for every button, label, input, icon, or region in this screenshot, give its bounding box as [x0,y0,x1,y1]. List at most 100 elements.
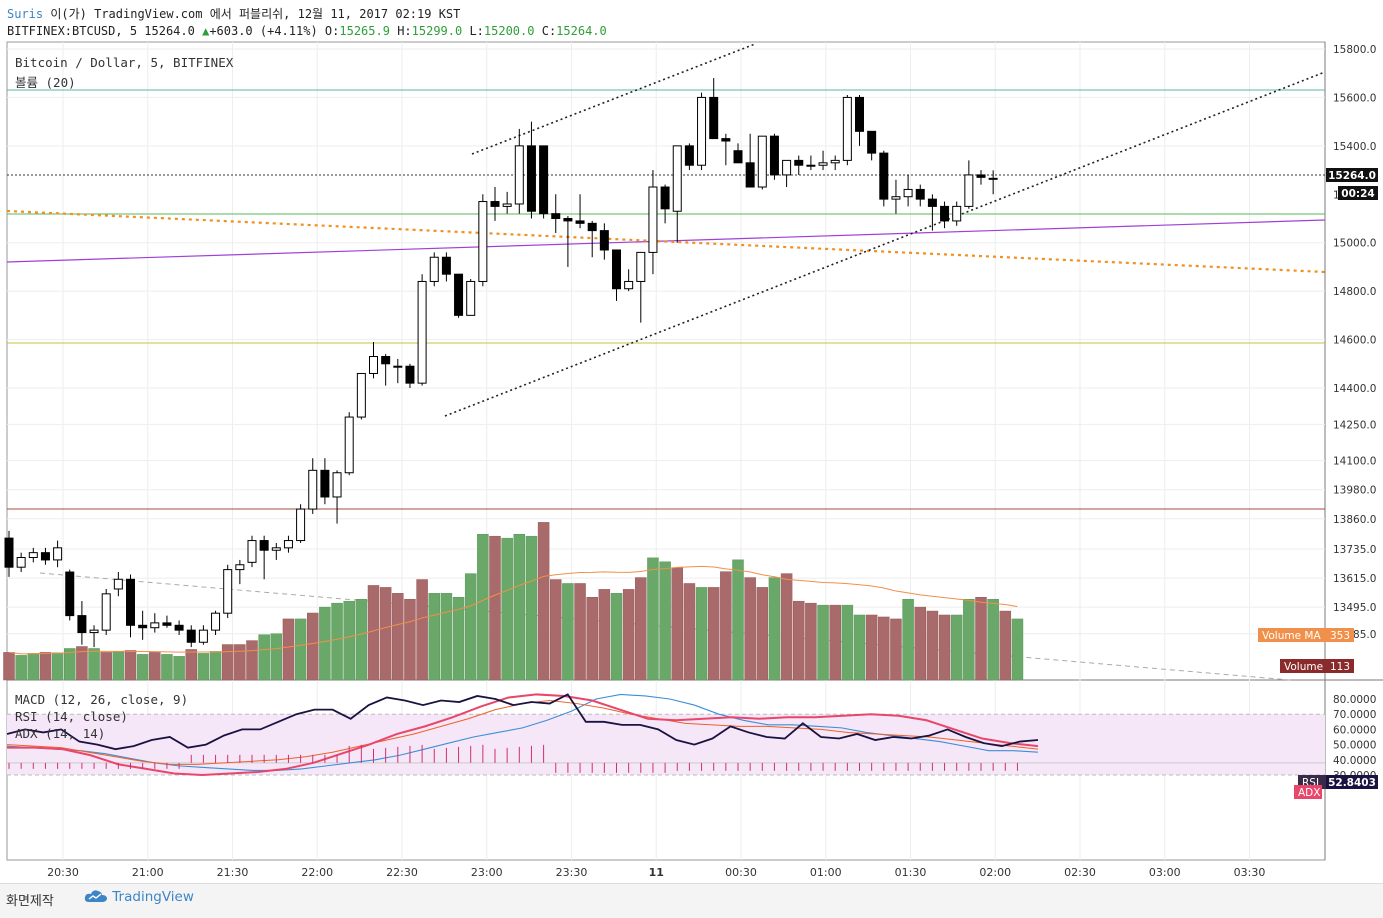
change-arrow-icon: ▲ [202,24,210,38]
candle-body [113,578,123,590]
candle-body [733,150,743,164]
candle-body [842,96,852,161]
volume-bar [379,587,392,681]
volume-bar [707,587,720,681]
candle-body [417,280,427,384]
volume-bar [817,604,829,681]
candle-body [636,251,646,282]
candle-body [855,96,864,132]
rsi-legend: RSI (14, close) [15,709,128,724]
time-tick-label: 22:30 [386,866,418,879]
volume-bar [683,583,696,681]
volume-bar [489,535,501,681]
candle-body [138,624,148,629]
price-tick-label: 13615.0 [1333,573,1376,585]
candle-body [77,615,87,634]
time-tick-label: 03:00 [1149,866,1181,879]
volume-bar [659,561,671,681]
symbol-label: BITFINEX:BTCUSD, 5 15264.0 [7,24,195,38]
countdown-tag-bg [1338,186,1378,200]
rsi-band [7,714,1325,775]
volume-bar [695,587,708,681]
close-label: C: [541,24,557,38]
candle-body [4,537,14,568]
volume-bar [464,573,477,681]
price-tick-label: 15400.0 [1333,141,1376,153]
volume-trendline [39,572,1291,681]
volume-bar [39,652,52,681]
volume-bar [878,616,890,681]
price-tick-label: 13735.0 [1333,544,1376,556]
volume-bar [27,653,40,681]
volume-bar [149,652,161,681]
rsi-line [7,693,1039,777]
volume-bar [416,579,428,681]
price-tick-label: 14600.0 [1333,335,1376,347]
price-tick-label: 14100.0 [1333,456,1376,468]
rsi-tag-value: 52.8403 [1328,777,1376,789]
open-value: 15265.9 [339,24,390,38]
countdown-tag: 00:24 [1341,188,1374,200]
candle-body [648,186,658,253]
volume-bar [622,589,635,681]
volume-bar [950,614,963,681]
candle-body [806,164,816,167]
candle-body [126,578,135,626]
candle-body [308,469,318,510]
candle-body [514,145,524,205]
time-tick-label: 01:30 [895,866,927,879]
low-value: 15200.0 [483,24,535,38]
volume-bar [768,577,781,681]
tradingview-logo[interactable]: TradingView [84,889,194,905]
candle-body [502,203,512,207]
candle-body [393,365,403,368]
adx-legend: ADX (14, 14) [15,726,106,741]
chart-canvas[interactable]: 20:30 21:00 21:30 22:00 22:30 23:00 23:30 11 00:… [0,0,1383,883]
candle-body [223,569,233,614]
volume-bar [355,598,368,681]
volume-bar [197,653,210,681]
candle-body [344,416,354,474]
candle-body [466,280,476,316]
volume-bar [367,585,380,681]
candle-body [526,145,536,212]
candle-body [575,220,585,224]
symbol-info: BITFINEX:BTCUSD, 5 15264.0 ▲+603.0 (+4.1… [7,24,607,38]
candle-body [247,540,257,563]
volume-bar [428,593,440,681]
volume-bar [513,533,526,681]
osc-tick-label: 50.0000 [1333,740,1376,752]
candle-body [952,205,962,222]
time-tick-label: 02:30 [1064,866,1096,879]
volume-bar [51,652,64,681]
candle-body [757,135,767,188]
cloud-icon [84,890,107,902]
candle-body [624,280,634,290]
volume-ma-tag-label: Volume MA [1262,630,1321,642]
candle-body [89,629,99,634]
volume-bar [452,597,465,681]
time-tick-label: 20:30 [47,866,79,879]
volume-bar [234,644,246,681]
volume-bar [926,610,939,681]
candle-body [296,508,306,542]
time-tick-label: 01:00 [810,866,842,879]
time-tick-label: 03:30 [1234,866,1266,879]
candle-body [563,218,573,222]
volume-bar [574,583,586,681]
low-label: L: [469,24,484,38]
volume-ma-line [8,565,1018,655]
change-value: +603.0 (+4.11%) [209,24,318,38]
candle-body [988,177,998,180]
high-value: 15299.0 [411,24,463,38]
time-tick-label: 23:30 [556,866,588,879]
logo-text: TradingView [112,889,194,905]
volume-tag-bg [1280,659,1354,673]
candle-body [769,135,779,176]
volume-bar [392,593,404,681]
volume-bar [221,644,234,681]
volume-bar [64,648,76,681]
volume-bar [793,600,805,681]
price-tick-label: 15000.0 [1333,238,1376,250]
author-link[interactable]: Suris [7,7,44,21]
